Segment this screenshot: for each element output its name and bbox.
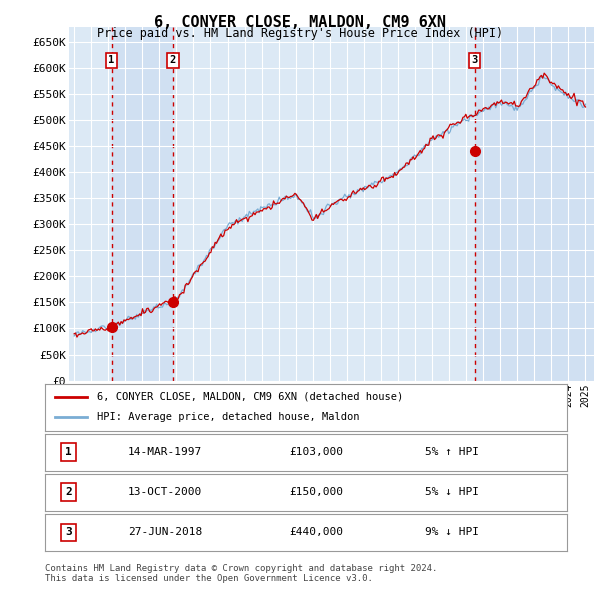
Text: £150,000: £150,000: [289, 487, 343, 497]
Text: Price paid vs. HM Land Registry's House Price Index (HPI): Price paid vs. HM Land Registry's House …: [97, 27, 503, 40]
Text: 2: 2: [65, 487, 72, 497]
Text: £440,000: £440,000: [289, 527, 343, 537]
Text: 14-MAR-1997: 14-MAR-1997: [128, 447, 202, 457]
Text: 5% ↑ HPI: 5% ↑ HPI: [425, 447, 479, 457]
Text: 3: 3: [472, 55, 478, 65]
Text: £103,000: £103,000: [289, 447, 343, 457]
Bar: [112, 27, 173, 381]
Text: 5% ↓ HPI: 5% ↓ HPI: [425, 487, 479, 497]
Text: 13-OCT-2000: 13-OCT-2000: [128, 487, 202, 497]
Text: 6, CONYER CLOSE, MALDON, CM9 6XN (detached house): 6, CONYER CLOSE, MALDON, CM9 6XN (detach…: [97, 392, 403, 402]
Text: 1: 1: [65, 447, 72, 457]
Text: 9% ↓ HPI: 9% ↓ HPI: [425, 527, 479, 537]
Text: Contains HM Land Registry data © Crown copyright and database right 2024.
This d: Contains HM Land Registry data © Crown c…: [45, 563, 437, 583]
Text: 2: 2: [170, 55, 176, 65]
Text: 27-JUN-2018: 27-JUN-2018: [128, 527, 202, 537]
Text: 1: 1: [109, 55, 115, 65]
Text: HPI: Average price, detached house, Maldon: HPI: Average price, detached house, Mald…: [97, 412, 360, 422]
Text: 3: 3: [65, 527, 72, 537]
Text: 6, CONYER CLOSE, MALDON, CM9 6XN: 6, CONYER CLOSE, MALDON, CM9 6XN: [154, 15, 446, 30]
Bar: [475, 27, 594, 381]
